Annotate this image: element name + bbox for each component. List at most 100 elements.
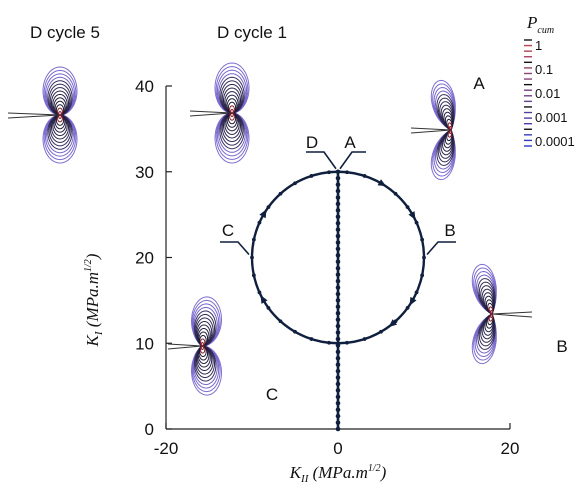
contour	[216, 112, 248, 157]
contour	[46, 76, 74, 116]
contour	[55, 104, 65, 116]
circle-point	[405, 306, 410, 310]
circle-point	[278, 319, 283, 324]
vertical-point	[335, 394, 341, 400]
vertical-point	[335, 317, 341, 322]
vertical-point	[335, 233, 341, 239]
circle-point	[327, 340, 331, 345]
circle-point	[309, 174, 314, 178]
contour	[224, 91, 240, 114]
inset-b	[471, 263, 533, 365]
contour	[200, 342, 204, 347]
contour	[487, 302, 494, 315]
contour	[227, 112, 237, 125]
contour	[193, 345, 217, 382]
circle-point	[278, 191, 283, 196]
vertical-point	[335, 381, 341, 387]
contour	[196, 345, 213, 371]
contour	[49, 87, 71, 116]
contour	[446, 118, 453, 131]
contour	[230, 108, 234, 114]
legend-entry-0.0001: 0.0001	[535, 134, 575, 149]
contour	[216, 69, 248, 114]
vertical-point	[335, 349, 341, 355]
vertical-point	[335, 265, 341, 271]
vertical-point	[335, 343, 341, 348]
inset-d-cycle-5	[7, 66, 78, 164]
circle-point	[309, 337, 314, 341]
legend-entry-0.1: 0.1	[535, 62, 553, 77]
y-tick-label: 30	[135, 163, 154, 182]
contour	[49, 114, 71, 143]
path-label-pointer	[220, 241, 250, 256]
vertical-point	[335, 278, 341, 284]
crack	[167, 343, 203, 350]
inset-a	[410, 79, 456, 181]
vertical-point	[335, 188, 341, 194]
circle-point	[422, 255, 426, 260]
vertical-point	[335, 355, 341, 361]
direction-arrow	[408, 211, 416, 220]
contour	[444, 115, 453, 131]
contour	[47, 114, 73, 150]
contour	[196, 321, 213, 347]
vertical-point	[335, 375, 341, 380]
contour	[199, 345, 207, 357]
contour	[200, 345, 204, 350]
contour	[52, 114, 68, 137]
contour	[229, 112, 235, 121]
direction-arrow	[388, 319, 398, 328]
path-label-a: A	[344, 133, 356, 152]
contour	[447, 122, 453, 131]
contour	[191, 345, 221, 393]
crack	[410, 127, 452, 134]
crack	[491, 311, 533, 318]
contour	[225, 94, 239, 114]
vertical-point	[335, 291, 341, 297]
y-tick-label: 0	[145, 420, 154, 439]
inset-label-d-cycle-1: D cycle 1	[217, 23, 287, 42]
vertical-point	[335, 227, 341, 232]
contour	[446, 129, 453, 142]
contour	[483, 292, 495, 315]
contour	[58, 111, 62, 116]
contour	[219, 76, 245, 114]
vertical-point	[335, 407, 341, 413]
vertical-point	[335, 259, 341, 265]
circle-point	[405, 205, 410, 209]
path-label-pointer	[426, 241, 456, 256]
contour	[51, 90, 69, 116]
vertical-point	[335, 362, 341, 367]
contour	[444, 129, 453, 145]
contour	[221, 83, 243, 114]
direction-arrow	[377, 179, 387, 187]
contour	[193, 310, 217, 347]
circle-point	[420, 237, 425, 242]
legend-entry-1: 1	[535, 38, 542, 53]
contour	[195, 317, 214, 347]
inset-c	[167, 296, 223, 396]
vertical-point	[335, 368, 341, 374]
circle-point	[257, 290, 262, 295]
contour	[225, 112, 239, 132]
contour	[199, 335, 207, 347]
path-label-pointer	[306, 151, 337, 170]
vertical-point	[335, 208, 341, 213]
circle-point	[251, 237, 256, 242]
contour	[42, 114, 78, 164]
circle-point	[414, 220, 419, 225]
circle-point	[345, 170, 349, 175]
contour	[197, 324, 211, 347]
vertical-point	[335, 272, 341, 277]
contour	[190, 345, 223, 396]
circle-point	[266, 306, 271, 310]
contour	[55, 114, 65, 126]
vertical-point	[335, 330, 341, 335]
path-labels: A B C D	[220, 133, 456, 256]
vertical-point	[335, 220, 341, 226]
vertical-point	[335, 169, 341, 175]
series-layer	[250, 169, 426, 432]
contour	[490, 310, 493, 315]
circle-point	[345, 340, 349, 345]
